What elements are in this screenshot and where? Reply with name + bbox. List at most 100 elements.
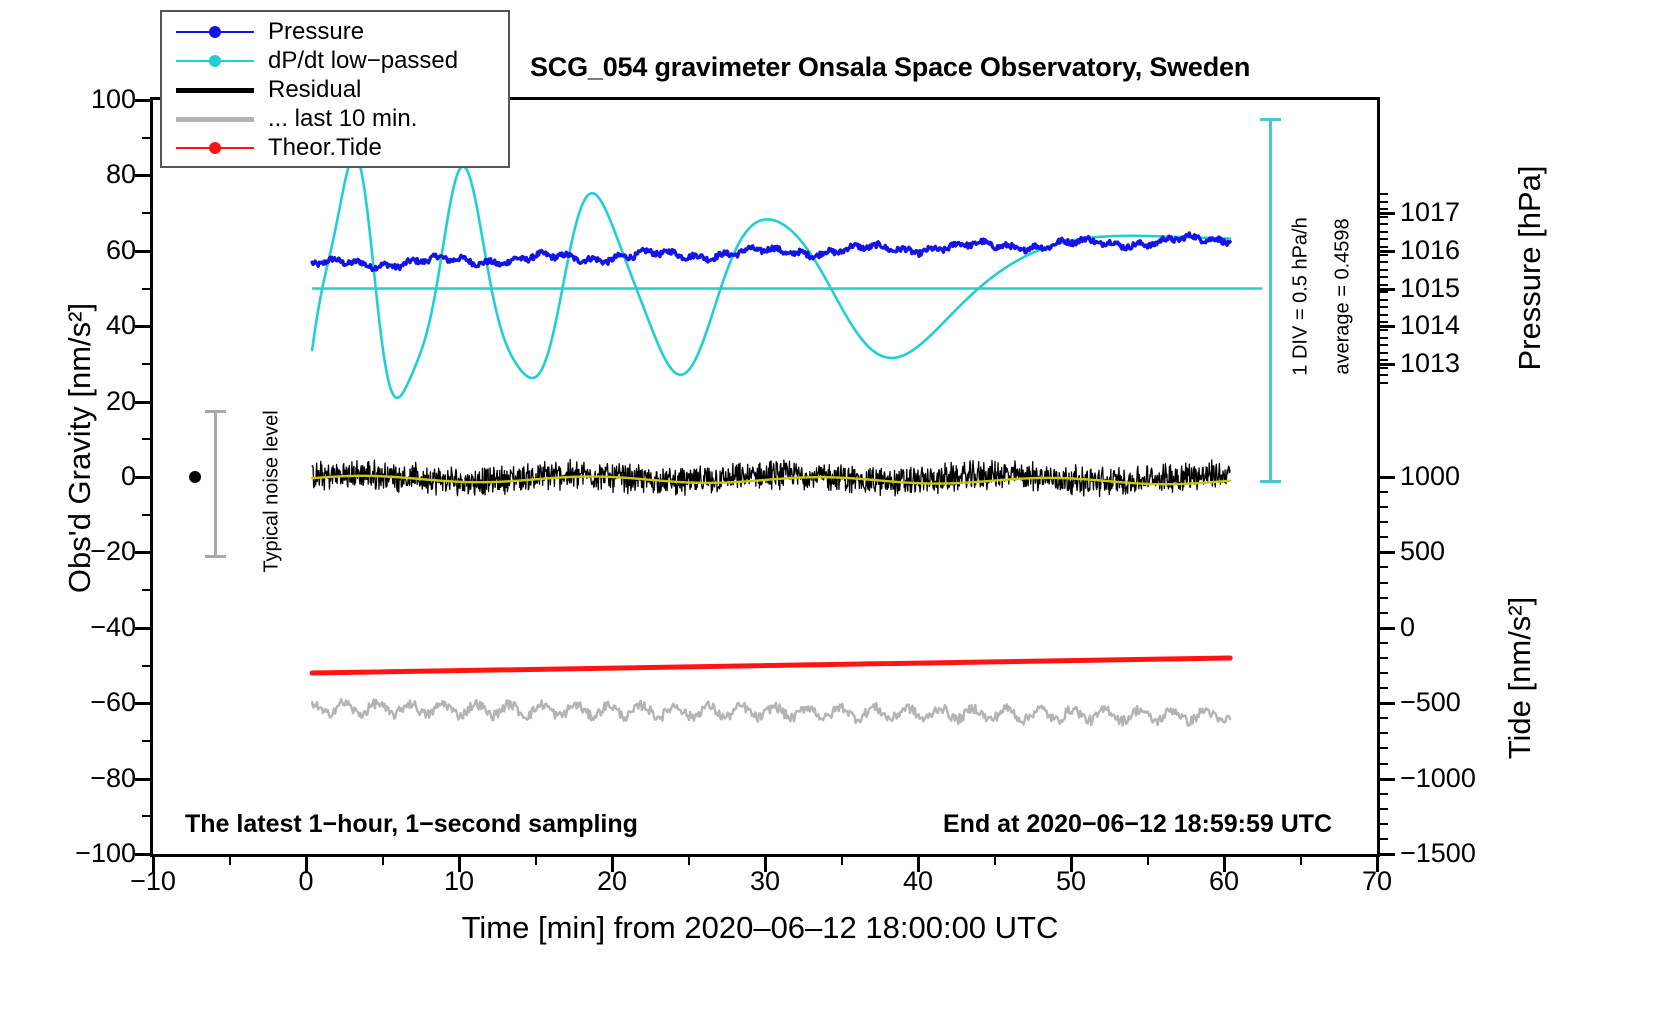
x-axis-tick [1376,857,1379,872]
legend-item[interactable]: dP/dt low−passed [176,47,508,75]
legend-item[interactable]: ... last 10 min. [176,105,508,133]
y-axis-tick [135,99,150,102]
pressure-axis-tick [1380,249,1395,253]
pressure-axis-minor-tick [1380,215,1388,218]
tide-axis-minor-tick [1380,672,1388,675]
pressure-axis-minor-tick [1380,381,1388,384]
tide-axis-tick [1380,853,1395,856]
tide-axis-minor-tick [1380,611,1388,614]
x-axis-tick [764,857,767,872]
tide-axis-minor-tick [1380,521,1388,524]
pressure-axis-minor-tick [1380,208,1388,211]
pressure-axis-minor-tick [1380,366,1388,369]
x-axis-tick [611,857,614,872]
y-axis-tide-label: Tide [nm/s²] [1502,596,1537,760]
typical-noise-cap-bottom [205,555,226,558]
pressure-axis-minor-tick [1380,298,1388,301]
residual-smoothed-overlay [310,474,1232,486]
y-axis-tick-label: 80 [105,159,136,190]
typical-noise-label: Typical noise level [260,410,283,573]
pressure-axis-minor-tick [1380,246,1388,249]
tide-axis-minor-tick [1380,656,1388,659]
y-axis-tick-label: −40 [90,611,136,642]
legend: Pressure dP/dt low−passed Residual... last… [160,10,510,168]
legend-dot-icon [209,142,221,154]
y-axis-tick [135,626,150,630]
dpdt-scale-bar [1269,118,1272,483]
pressure-axis-minor-tick [1380,276,1388,279]
tide-axis-tick [1380,777,1395,781]
y-axis-tick-label: 100 [90,84,136,114]
legend-swatch-4 [176,138,254,158]
tide-axis-tick-label: 0 [1400,611,1416,642]
legend-line-icon [176,117,254,122]
tide-axis-minor-tick [1380,732,1388,735]
x-axis-tick-label: 60 [1208,866,1240,896]
tide-axis-tick-label: −1500 [1400,838,1476,868]
y-axis-minor-tick [142,589,150,592]
y-axis-minor-tick [142,739,150,742]
y-axis-tick-label: −80 [90,762,136,793]
legend-item[interactable]: Residual [176,76,508,104]
pressure-axis-tick [1380,287,1395,291]
typical-noise-point [189,471,201,483]
y-axis-tick-label: −20 [90,536,136,567]
pressure-axis-minor-tick [1380,374,1388,377]
x-axis-tick [1070,857,1073,872]
tide-axis-minor-tick [1380,596,1388,599]
dpdt-scale-divisor-label: 1 DIV = 0.5 hPa/h [1289,217,1312,376]
x-axis-minor-tick [993,857,996,865]
legend-dot-icon [209,55,221,67]
pressure-axis-minor-tick [1380,283,1388,286]
x-axis-minor-tick [687,857,690,865]
x-axis-label: Time [min] from 2020‒06‒12 18:00:00 UTC [461,910,1059,945]
y-axis-pressure-label: Pressure [hPa] [1512,165,1547,371]
pressure-axis-tick-label: 1013 [1400,347,1461,378]
pressure-axis-tick [1380,212,1395,216]
x-axis-tick-label: −10 [130,866,176,896]
y-axis-tick [135,476,150,479]
y-axis-minor-tick [142,212,150,215]
x-axis-minor-tick [840,857,843,865]
page-title: SCG_054 gravimeter Onsala Space Observat… [530,52,1251,82]
legend-item[interactable]: Pressure [176,18,508,46]
tide-axis-minor-tick [1380,747,1388,750]
y-axis-tick [135,702,150,706]
pressure-axis-minor-tick [1380,306,1388,309]
x-axis-minor-tick [1299,857,1302,865]
y-axis-minor-tick [142,815,150,818]
y-axis-tick [135,551,150,555]
tide-axis-minor-tick [1380,807,1388,810]
pressure-axis-tick-label: 1015 [1400,272,1461,303]
last-10-min-trace [310,698,1232,727]
legend-item-label: ... last 10 min. [268,105,418,132]
typical-noise-bar [214,410,217,558]
tide-axis-tick-label: 500 [1400,536,1446,567]
dpdt-lowpassed-trace [310,154,1232,400]
theoretical-tide-trace [309,655,1233,676]
tide-axis-minor-tick [1380,641,1388,644]
y-axis-minor-tick [142,664,150,667]
tide-axis-minor-tick [1380,717,1388,720]
y-axis-tick [135,400,150,404]
dpdt-scale-cap-top [1260,118,1281,121]
legend-item-label: dP/dt low−passed [268,47,459,74]
y-axis-tick-label: −100 [75,838,136,868]
dpdt-scale-average-label: average = 0.4598 [1331,218,1354,375]
tide-axis-minor-tick [1380,687,1388,690]
y-axis-minor-tick [142,362,150,365]
y-axis-tick-label: −60 [90,687,136,718]
legend-item[interactable]: Theor.Tide [176,134,508,162]
x-axis-minor-tick [534,857,537,865]
legend-dot-icon [209,26,221,38]
tide-axis-tick [1380,702,1395,706]
x-axis-tick [152,857,155,872]
pressure-axis-minor-tick [1380,261,1388,264]
y-axis-minor-tick [142,438,150,441]
tide-axis-minor-tick [1380,762,1388,765]
y-axis-tick-label: 20 [105,385,136,416]
tide-axis-minor-tick [1380,566,1388,569]
y-axis-minor-tick [142,513,150,516]
legend-item-label: Residual [268,76,362,103]
legend-swatch-1 [176,51,254,71]
